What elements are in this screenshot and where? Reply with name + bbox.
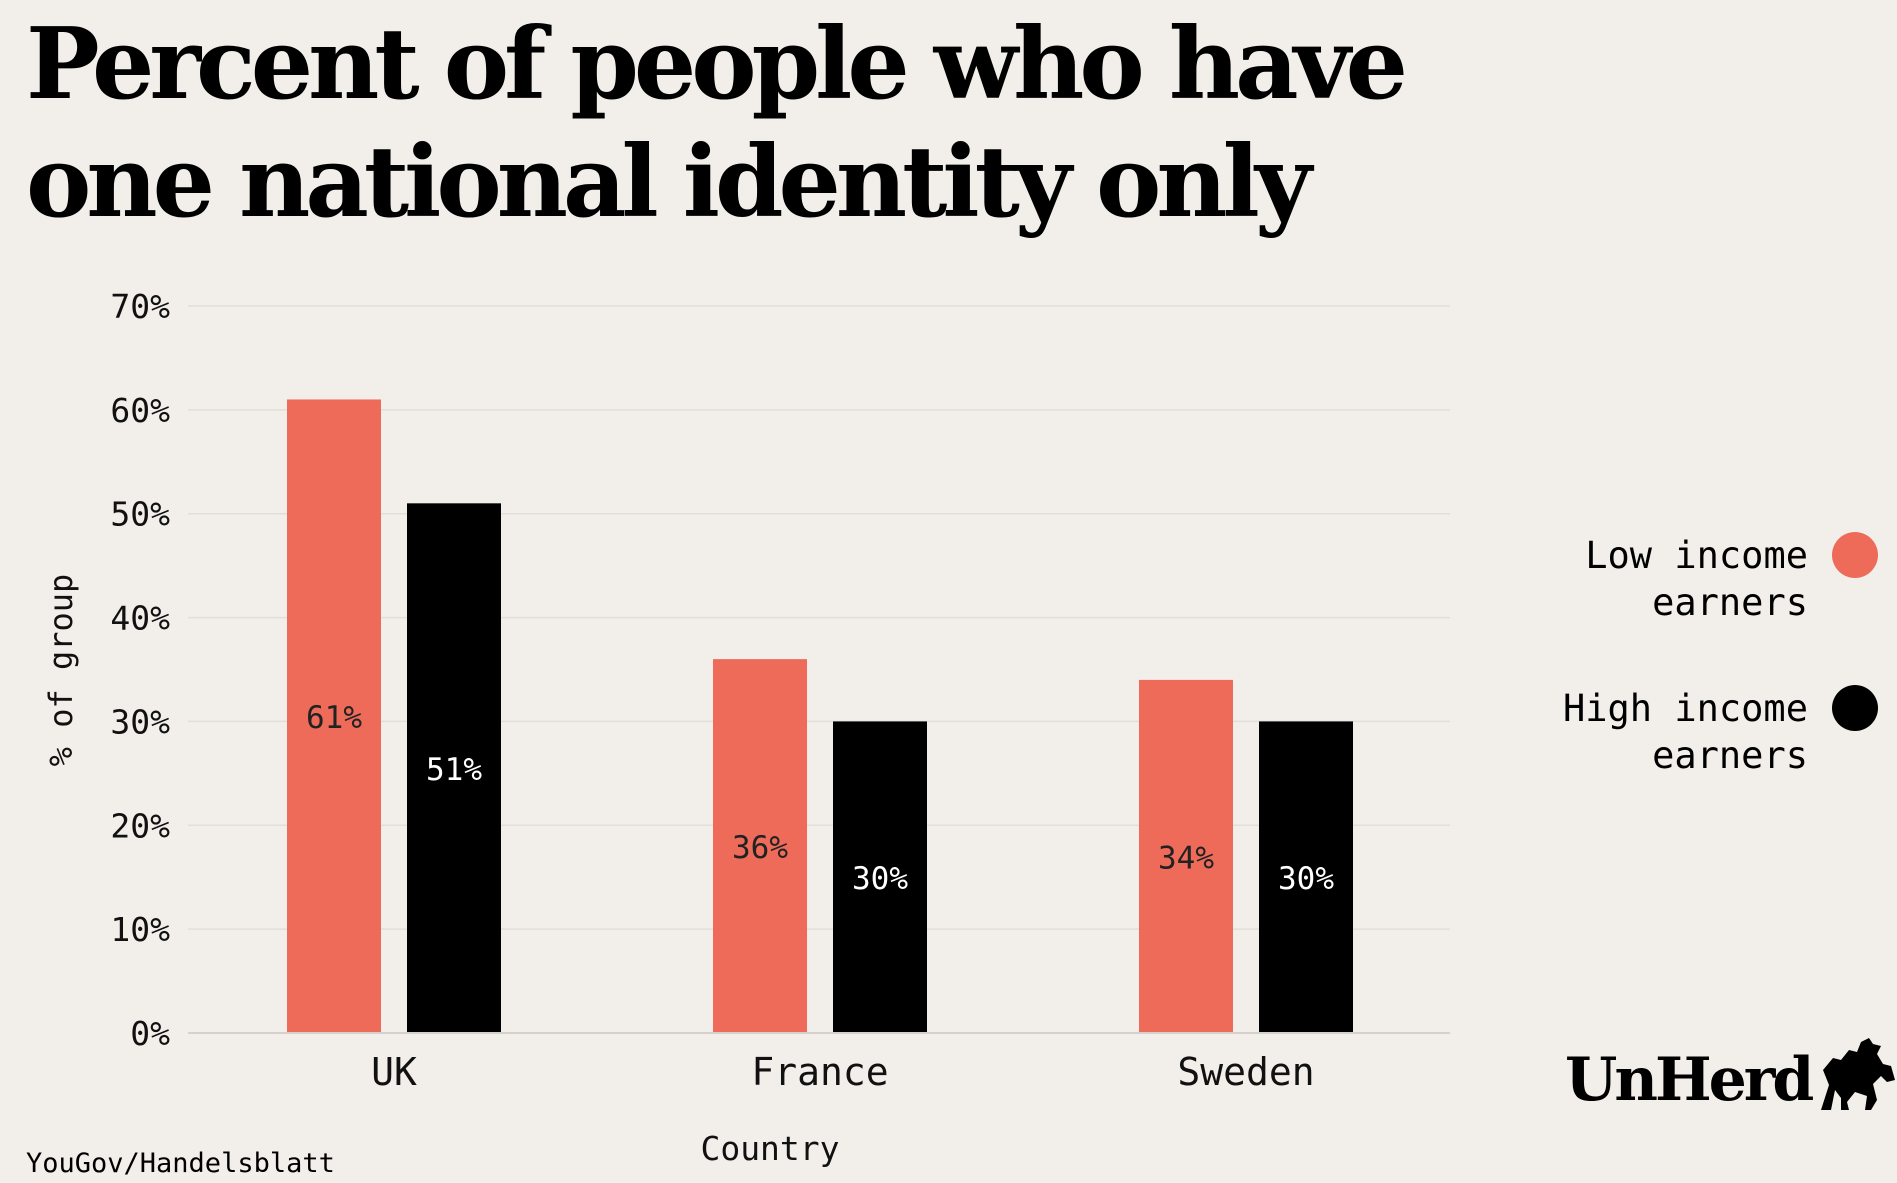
- y-tick-label: 30%: [110, 702, 170, 741]
- y-tick-label: 20%: [110, 806, 170, 845]
- y-tick-label: 70%: [110, 287, 170, 326]
- bar-data-label: 36%: [732, 830, 788, 866]
- legend-swatch-high-income: [1832, 685, 1878, 731]
- bar-high-income: [833, 721, 927, 1033]
- legend-item-low-income: Low income earners: [1450, 532, 1878, 626]
- y-tick-label: 10%: [110, 910, 170, 949]
- bar-low-income: [287, 399, 381, 1033]
- brand-logo: UnHerd: [1565, 1030, 1897, 1115]
- bar-data-label: 30%: [1278, 861, 1334, 897]
- legend-swatch-low-income: [1832, 532, 1878, 578]
- legend-label: Low income earners: [1585, 534, 1808, 624]
- x-tick-label: France: [751, 1050, 888, 1094]
- bar-low-income: [1139, 679, 1233, 1033]
- bull-icon: [1821, 1038, 1896, 1110]
- brand-logo-text: UnHerd: [1565, 1045, 1814, 1115]
- y-tick-label: 40%: [110, 599, 170, 638]
- x-tick-label: UK: [371, 1050, 417, 1094]
- bar-data-label: 34%: [1158, 840, 1214, 876]
- y-axis-label: % of group: [42, 574, 80, 767]
- y-tick-label: 50%: [110, 495, 170, 534]
- bar-data-label: 51%: [426, 752, 482, 788]
- bar-data-label: 30%: [852, 861, 908, 897]
- y-tick-label: 60%: [110, 391, 170, 430]
- legend-label: High income earners: [1562, 687, 1808, 777]
- bar-high-income: [407, 503, 501, 1033]
- x-tick-label: Sweden: [1177, 1050, 1314, 1094]
- legend-item-high-income: High income earners: [1450, 685, 1878, 779]
- source-note: YouGov/Handelsblatt: [26, 1148, 335, 1179]
- bar-high-income: [1259, 721, 1353, 1033]
- bar-data-label: 61%: [306, 700, 362, 736]
- chart-title: Percent of people who have one national …: [26, 7, 1408, 240]
- y-tick-label: 0%: [130, 1014, 170, 1053]
- x-axis-label: Country: [700, 1129, 839, 1168]
- bar-low-income: [713, 659, 807, 1033]
